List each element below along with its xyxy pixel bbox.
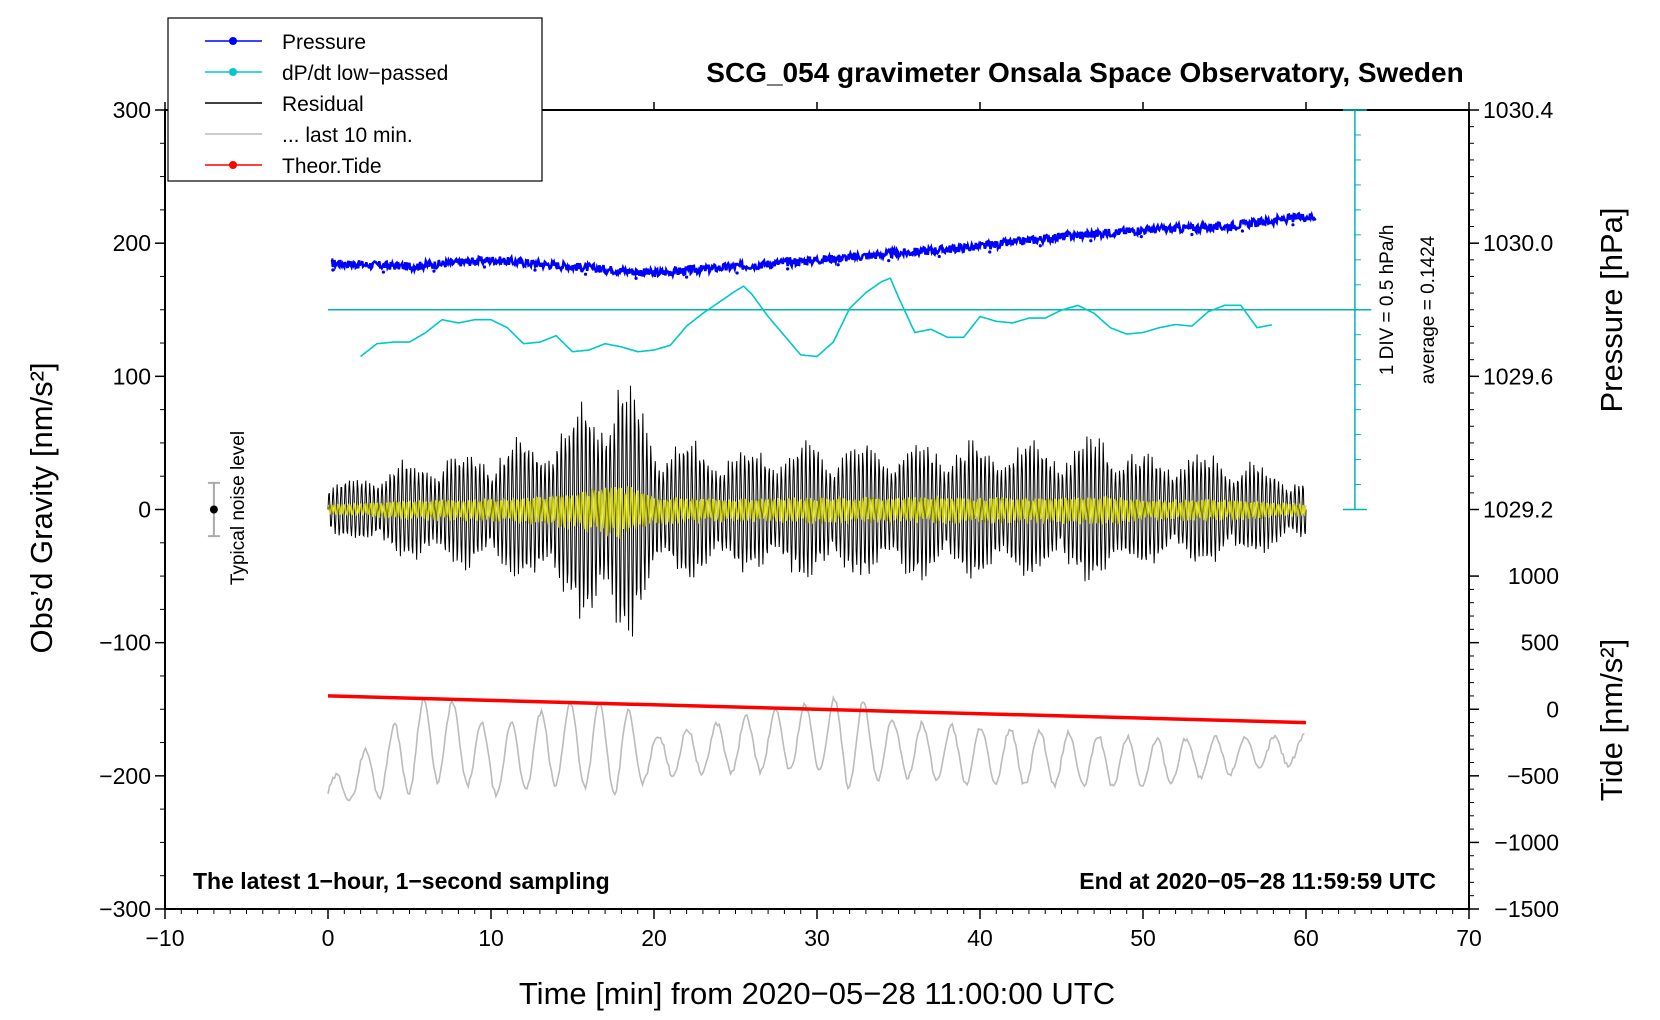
legend-marker (229, 37, 237, 45)
series-pressure-point (1190, 232, 1194, 237)
x-tick-label: 60 (1293, 925, 1319, 951)
series-pressure-point (331, 268, 335, 272)
series-pressure-point (533, 268, 537, 272)
tide-tick-label: −1000 (1494, 829, 1559, 855)
y-tick-label: −100 (99, 630, 151, 656)
tide-tick-label: 500 (1521, 630, 1559, 656)
x-tick-label: 50 (1130, 925, 1156, 951)
y-tick-label: 100 (113, 363, 151, 389)
series-pressure-point (1038, 244, 1042, 248)
tide-tick-label: 1000 (1508, 563, 1559, 589)
x-axis-title: Time [min] from 2020−05−28 11:00:00 UTC (519, 976, 1115, 1011)
series-pressure-point (988, 250, 992, 254)
noise-level-label: Typical noise level (228, 431, 249, 585)
tide-tick-label: −1500 (1494, 896, 1559, 922)
average-label: average = 0.1424 (1418, 235, 1439, 384)
scale-bar-label: 1 DIV = 0.5 hPa/h (1377, 225, 1398, 376)
y-axis-left: −300 −200 −100 0 100 200 300 (99, 97, 165, 922)
y-tick-label: −300 (99, 896, 151, 922)
y-axis-pressure-title: Pressure [hPa] (1594, 207, 1629, 412)
series-pressure-point (887, 259, 891, 263)
series-pressure-point (836, 263, 840, 267)
legend-marker (229, 161, 237, 169)
series-pressure-line (330, 210, 1317, 280)
series-pressure-point (1089, 239, 1093, 243)
series-pressure-point (786, 267, 790, 271)
legend-label: Theor.Tide (282, 155, 382, 178)
series-dpdt-line (360, 277, 1272, 358)
y-axis-pressure: 1029.2 1029.6 1030.0 1030.4 (1469, 97, 1554, 523)
y-axis-tide: −1500 −1000 −500 0 500 1000 (1469, 563, 1559, 922)
series-pressure-point (1139, 235, 1143, 239)
y-tick-label: 300 (113, 97, 151, 123)
y-tick-label: 200 (113, 230, 151, 256)
series-pressure-point (381, 270, 386, 274)
tide-tick-label: −500 (1507, 763, 1559, 789)
legend-label: Residual (282, 93, 364, 116)
series-pressure-point (583, 272, 588, 276)
series-pressure-point (685, 275, 689, 279)
legend-box (167, 17, 543, 182)
series-pressure-point (937, 254, 941, 259)
series-pressure-point (482, 265, 487, 269)
x-tick-label: 70 (1456, 925, 1482, 951)
series-pressure-point (432, 269, 436, 273)
series-pressure-point (1291, 223, 1295, 227)
x-tick-label: −10 (145, 925, 184, 951)
y-axis-left-title: Obs’d Gravity [nm/s²] (24, 362, 59, 653)
series-tide-line (327, 694, 1307, 725)
pressure-tick-label: 1030.0 (1483, 230, 1553, 256)
x-tick-label: 40 (967, 925, 993, 951)
legend: Pressure dP/dt low−passed Residual ... last… (167, 17, 543, 182)
tide-tick-label: 0 (1546, 696, 1559, 722)
series-residual-line (327, 385, 1307, 637)
x-tick-label: 30 (804, 925, 830, 951)
pressure-tick-label: 1029.6 (1483, 363, 1553, 389)
series-pressure-point (634, 276, 638, 280)
noise-bar-point (209, 505, 218, 514)
legend-label: Pressure (282, 31, 366, 54)
x-tick-label: 10 (478, 925, 504, 951)
legend-label: dP/dt low−passed (282, 62, 448, 85)
series-pressure-point (735, 271, 739, 275)
series-layer (327, 210, 1372, 802)
y-tick-label: 0 (138, 497, 151, 523)
pressure-tick-label: 1029.2 (1483, 497, 1553, 523)
legend-label: ... last 10 min. (282, 124, 413, 147)
series-residual-overlay (327, 486, 1307, 539)
y-tick-label: −200 (99, 763, 151, 789)
series-pressure-point (1240, 229, 1245, 233)
x-tick-label: 20 (641, 925, 667, 951)
x-tick-label: 0 (322, 925, 335, 951)
x-axis: −10 0 10 20 30 40 50 60 70 (145, 102, 1482, 951)
noise-level-bar (207, 481, 220, 538)
series-last10min-line (327, 695, 1305, 802)
chart-title: SCG_054 gravimeter Onsala Space Observat… (706, 57, 1463, 88)
end-time-annotation: End at 2020−05−28 11:59:59 UTC (1079, 868, 1436, 894)
sampling-annotation: The latest 1−hour, 1−second sampling (193, 868, 610, 894)
legend-marker (229, 68, 237, 76)
y-axis-tide-title: Tide [nm/s²] (1594, 639, 1629, 802)
pressure-tick-label: 1030.4 (1483, 97, 1554, 123)
